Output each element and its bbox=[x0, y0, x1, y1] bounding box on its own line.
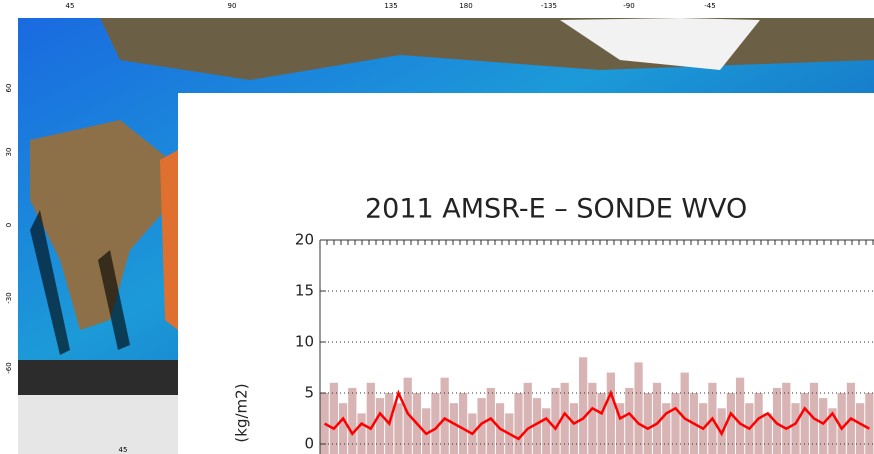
bar bbox=[320, 393, 329, 454]
bar bbox=[772, 387, 782, 454]
bar bbox=[819, 398, 828, 454]
plot: 0 5 10 15 20 bbox=[295, 231, 874, 454]
map-lat-label: -30 bbox=[5, 292, 13, 303]
bar bbox=[606, 372, 615, 454]
bar bbox=[394, 403, 403, 454]
bar bbox=[726, 393, 735, 454]
bar bbox=[440, 377, 449, 454]
line bbox=[324, 389, 870, 441]
y-tick-label: 5 bbox=[304, 384, 314, 402]
bar bbox=[449, 403, 458, 454]
bar bbox=[671, 393, 680, 454]
bar bbox=[459, 393, 468, 454]
bar bbox=[865, 393, 874, 454]
ice-edge bbox=[18, 360, 178, 395]
map-lon-label: -90 bbox=[623, 2, 634, 10]
bar bbox=[329, 382, 338, 454]
bar bbox=[652, 382, 662, 454]
bar bbox=[551, 387, 560, 454]
swath bbox=[30, 210, 70, 355]
warm-water bbox=[160, 150, 178, 330]
map-lon-label: 45 bbox=[119, 446, 128, 454]
bar bbox=[782, 382, 791, 454]
bar bbox=[763, 413, 772, 454]
chart-title: 2011 AMSR-E – SONDE WVO bbox=[365, 194, 747, 225]
bar bbox=[477, 398, 486, 454]
bar bbox=[514, 393, 523, 454]
bar bbox=[625, 387, 634, 454]
bar bbox=[403, 377, 412, 454]
y-tick-label: 20 bbox=[295, 231, 314, 249]
map-lon-label: 180 bbox=[459, 2, 472, 10]
map-lat-label: 60 bbox=[5, 84, 13, 93]
bar bbox=[366, 382, 375, 454]
map-lat-label: 0 bbox=[5, 223, 13, 227]
bar bbox=[837, 393, 846, 454]
bar bbox=[680, 372, 689, 454]
map-lon-label: -135 bbox=[541, 2, 557, 10]
greenland bbox=[560, 18, 760, 70]
bar bbox=[486, 387, 495, 454]
bar bbox=[736, 377, 745, 454]
bar bbox=[588, 382, 597, 454]
y-tick-label: 10 bbox=[295, 333, 314, 351]
bar bbox=[338, 403, 348, 454]
bar bbox=[828, 408, 837, 454]
y-tick-label: 0 bbox=[304, 435, 314, 453]
bar bbox=[615, 403, 625, 454]
map-lat-label: -60 bbox=[5, 362, 13, 373]
bar bbox=[375, 398, 385, 454]
map-lon-label: 45 bbox=[66, 2, 75, 10]
bar bbox=[791, 403, 800, 454]
africa bbox=[30, 120, 170, 330]
swath bbox=[98, 250, 130, 350]
bar bbox=[542, 408, 551, 454]
y-axis-label: (kg/m2) bbox=[233, 383, 251, 442]
bar bbox=[357, 413, 366, 454]
bar bbox=[523, 382, 532, 454]
antarctica bbox=[18, 395, 178, 454]
bar bbox=[800, 393, 809, 454]
bar bbox=[643, 393, 652, 454]
map-lon-label: 90 bbox=[228, 2, 237, 10]
bar bbox=[634, 362, 643, 454]
bar bbox=[662, 403, 671, 454]
map-lon-label: 135 bbox=[384, 2, 397, 10]
bar bbox=[431, 393, 440, 454]
bar bbox=[579, 357, 588, 454]
bar bbox=[422, 408, 431, 454]
bar bbox=[569, 403, 579, 454]
bar bbox=[532, 398, 542, 454]
map-lon-label: -45 bbox=[704, 2, 715, 10]
bar bbox=[348, 387, 357, 454]
map-labels: 45 90 135 180 -135 -90 -45 60 30 0 -30 -60 45 bbox=[5, 2, 716, 454]
bar bbox=[856, 403, 865, 454]
map-lat-label: 30 bbox=[5, 148, 13, 157]
bar bbox=[560, 382, 569, 454]
bar bbox=[754, 393, 763, 454]
y-tick-label: 15 bbox=[295, 282, 314, 300]
bar bbox=[597, 393, 606, 454]
